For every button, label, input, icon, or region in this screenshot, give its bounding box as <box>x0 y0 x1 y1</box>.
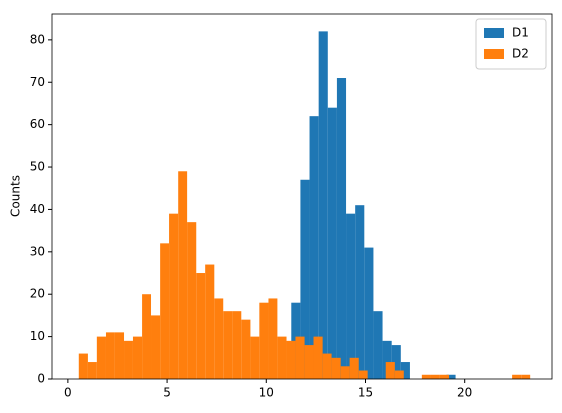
x-tick-label: 20 <box>457 386 472 400</box>
x-tick-label: 15 <box>358 386 373 400</box>
y-tick-label: 40 <box>30 202 45 216</box>
bar <box>142 294 152 379</box>
y-tick-label: 50 <box>30 160 45 174</box>
bar <box>178 171 188 379</box>
bar <box>277 336 287 379</box>
bar <box>295 336 305 379</box>
y-tick-label: 70 <box>30 75 45 89</box>
bar <box>87 362 97 379</box>
bar <box>78 353 88 379</box>
bar <box>223 311 233 379</box>
legend-label: D1 <box>512 26 529 40</box>
legend-swatch <box>484 28 504 38</box>
bar <box>358 370 368 379</box>
legend-box <box>475 18 547 70</box>
bar <box>421 374 431 379</box>
bar <box>340 366 350 379</box>
bar <box>132 336 143 379</box>
bar <box>169 213 179 379</box>
bar <box>439 374 450 379</box>
bar <box>214 298 224 379</box>
bar <box>151 315 161 379</box>
bar <box>286 340 296 379</box>
bar <box>331 357 341 379</box>
bar <box>196 273 206 379</box>
bar <box>430 374 440 379</box>
plot-frame <box>51 13 553 380</box>
x-tick-label: 0 <box>64 386 72 400</box>
y-tick-label: 0 <box>37 372 45 386</box>
x-tick-label: 5 <box>163 386 171 400</box>
bar <box>304 345 314 379</box>
bar <box>364 247 374 379</box>
bar <box>232 311 242 379</box>
bar <box>105 332 115 379</box>
bar <box>349 357 359 379</box>
bar <box>327 107 337 380</box>
bar <box>114 332 125 379</box>
bar <box>268 298 278 379</box>
y-tick-label: 80 <box>30 32 45 46</box>
y-tick-label: 30 <box>30 244 45 258</box>
bar <box>187 222 197 379</box>
y-tick-label: 20 <box>30 287 45 301</box>
x-tick-label: 10 <box>259 386 274 400</box>
bar <box>336 78 347 379</box>
y-tick-label: 10 <box>30 329 45 343</box>
bar <box>318 31 328 380</box>
bar <box>259 302 269 379</box>
bar <box>521 374 531 379</box>
bar <box>322 353 332 379</box>
bar <box>400 362 410 379</box>
bar <box>241 319 251 379</box>
bar <box>309 116 319 380</box>
bar <box>512 374 522 379</box>
bar <box>394 370 404 379</box>
y-axis-label: Counts <box>9 175 23 217</box>
bar <box>355 205 365 379</box>
bar <box>391 345 401 379</box>
bar <box>382 340 392 379</box>
bar <box>205 264 215 379</box>
legend-swatch <box>484 49 504 59</box>
bar <box>250 336 260 379</box>
bar <box>124 340 133 379</box>
legend-label: D2 <box>512 47 529 61</box>
bar <box>373 311 383 379</box>
bar <box>313 336 323 379</box>
bar <box>346 213 356 379</box>
bar <box>446 374 456 379</box>
bar <box>96 336 106 379</box>
bar <box>160 243 170 379</box>
y-tick-label: 60 <box>30 117 45 131</box>
bar <box>385 362 395 379</box>
bar <box>300 179 310 379</box>
